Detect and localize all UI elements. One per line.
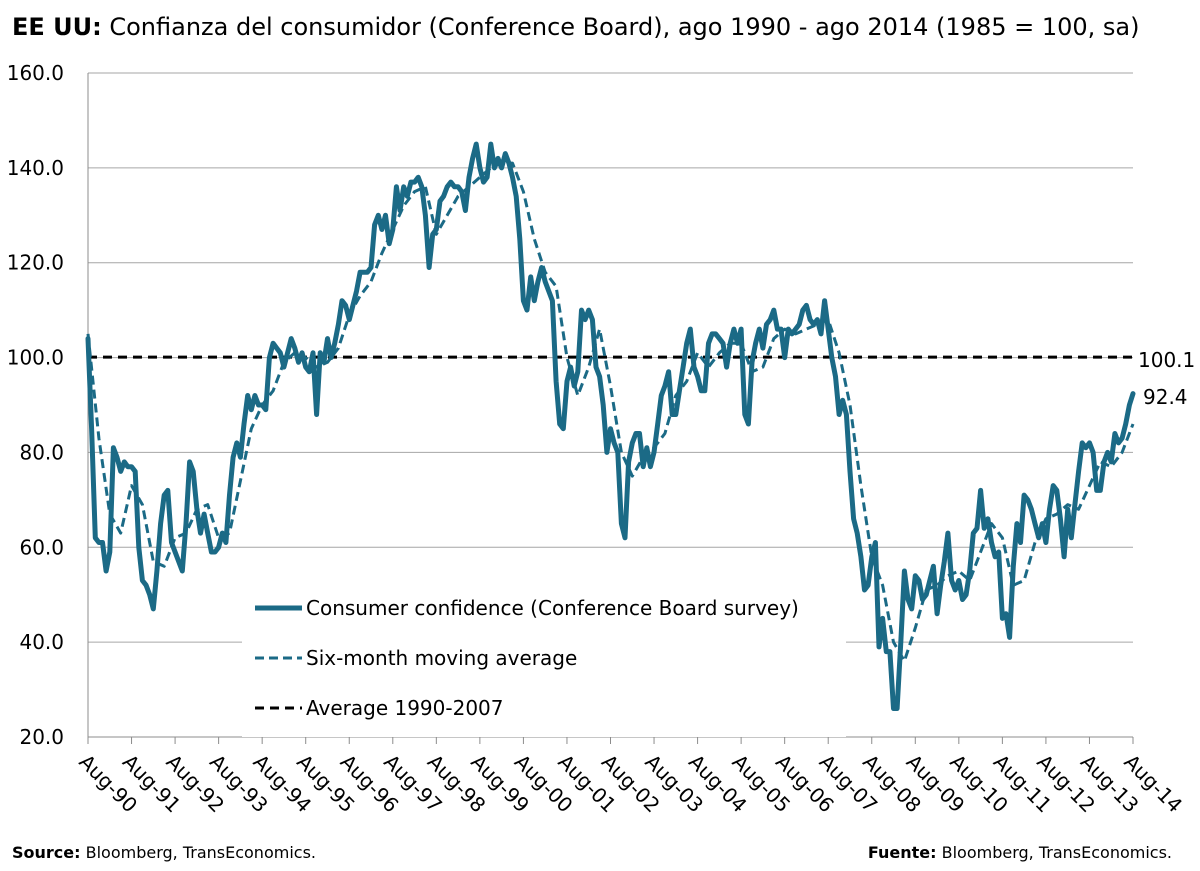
y-tick-label: 140.0 <box>7 156 64 180</box>
y-tick-label: 100.0 <box>7 346 64 370</box>
x-axis: Aug-90Aug-91Aug-92Aug-93Aug-94Aug-95Aug-… <box>74 736 1187 817</box>
legend-label: Average 1990-2007 <box>306 696 504 720</box>
y-tick-label: 20.0 <box>19 725 64 749</box>
title-description: Confianza del consumidor (Conference Boa… <box>101 13 1140 41</box>
end-label-average: 100.1 <box>1138 348 1195 372</box>
y-tick-label: 160.0 <box>7 61 64 85</box>
series-consumer-confidence <box>85 141 1136 711</box>
source-label: Source: <box>12 843 81 862</box>
legend-box <box>242 583 846 737</box>
source-text: Bloomberg, TransEconomics. <box>80 843 316 862</box>
legend-label: Consumer confidence (Conference Board su… <box>306 596 799 620</box>
end-label-last-value: 92.4 <box>1143 385 1188 409</box>
source-note: Source: Bloomberg, TransEconomics. <box>12 843 316 862</box>
chart-title: EE UU: Confianza del consumidor (Confere… <box>12 13 1140 42</box>
y-tick-label: 120.0 <box>7 251 64 275</box>
y-axis: 20.0 40.0 60.0 80.0 100.0 120.0 140.0 160.0 <box>7 61 89 749</box>
title-country: EE UU: <box>12 13 102 41</box>
end-labels: 100.1 92.4 <box>1138 348 1195 409</box>
series-layer <box>85 141 1136 711</box>
y-tick-label: 40.0 <box>19 630 64 654</box>
fuente-note: Fuente: Bloomberg, TransEconomics. <box>868 843 1172 862</box>
fuente-label: Fuente: <box>867 843 937 862</box>
y-tick-label: 80.0 <box>19 440 64 464</box>
legend: Consumer confidence (Conference Board su… <box>255 596 799 720</box>
legend-label: Six-month moving average <box>306 646 577 670</box>
y-tick-label: 60.0 <box>19 535 64 559</box>
fuente-text: Bloomberg, TransEconomics. <box>936 843 1172 862</box>
